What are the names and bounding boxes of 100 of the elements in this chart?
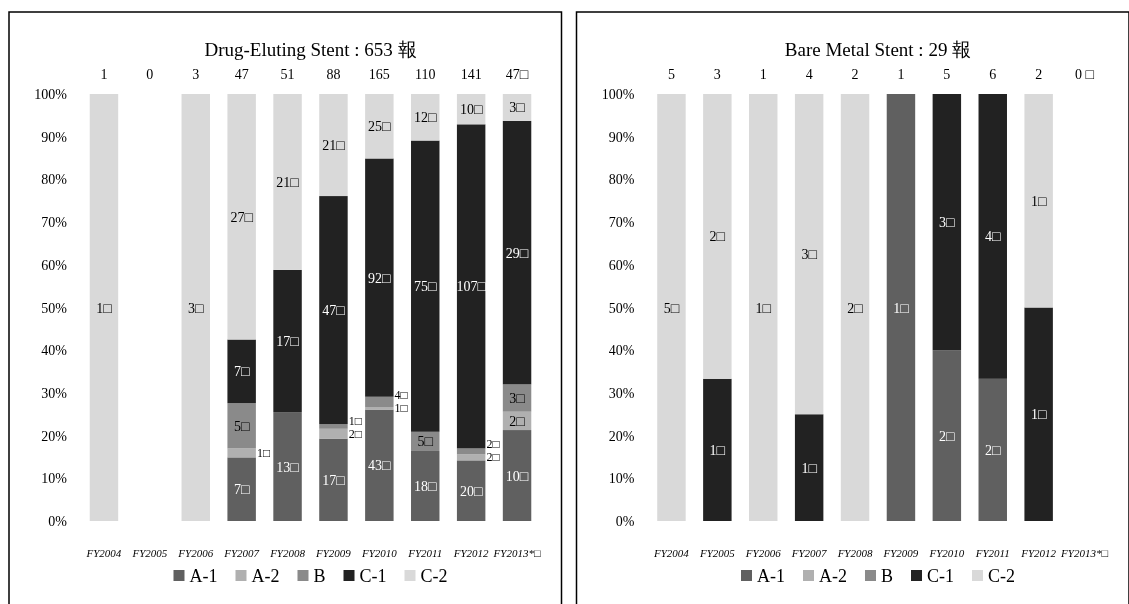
annotation: 21□ <box>276 174 300 190</box>
annotation: 5□ <box>233 418 250 434</box>
text: 165 <box>368 67 390 82</box>
legend-label: C-1 <box>359 566 387 586</box>
annotation: 27□ <box>230 209 254 225</box>
y-tick-label: 50% <box>41 300 68 316</box>
annotation: 47□ <box>322 303 346 319</box>
bar <box>319 428 348 439</box>
bar <box>932 94 962 351</box>
text: 141 <box>460 67 482 82</box>
text: 47 <box>234 67 249 82</box>
y-tick-label: 30% <box>608 385 635 401</box>
annotation: 5□ <box>417 434 434 450</box>
bar <box>703 378 732 521</box>
legend-label: B <box>313 566 326 586</box>
annotation: 1□ <box>893 300 910 316</box>
text: 0 <box>146 67 154 82</box>
x-tick-label: FY2005 <box>698 547 736 559</box>
annotation: 29□ <box>505 245 529 261</box>
annotation: 75□ <box>414 279 438 295</box>
text: 6 <box>989 67 997 82</box>
annotation: 20□ <box>459 483 483 499</box>
text: 1 <box>759 67 767 82</box>
x-tick-label: FY2013*□ <box>492 547 541 559</box>
x-tick-label: FY2010 <box>360 547 398 559</box>
annotation: 5□ <box>663 300 680 316</box>
x-tick-label: FY2008 <box>269 547 306 559</box>
text: 2 <box>851 67 859 82</box>
annotation: 2□ <box>985 442 1002 458</box>
y-tick-label: 50% <box>608 300 635 316</box>
legend-label: C-2 <box>988 566 1016 586</box>
text: 0 □ <box>1075 67 1095 82</box>
annotation: 1□ <box>1030 407 1047 423</box>
y-tick-label: 10% <box>41 471 68 487</box>
bar <box>411 140 440 432</box>
bar <box>703 94 732 379</box>
bar <box>319 196 348 425</box>
annotation: 2□ <box>939 428 956 444</box>
legend-label: A-1 <box>756 566 785 586</box>
x-tick-label: FY2006 <box>177 547 214 559</box>
annotation: 2□ <box>509 413 526 429</box>
annotation: 1□ <box>256 445 271 460</box>
y-tick-label: 40% <box>608 343 635 359</box>
bar <box>932 350 962 521</box>
bar <box>227 448 256 458</box>
x-tick-label: FY2007 <box>223 547 260 559</box>
x-tick-label: FY2012 <box>452 547 490 559</box>
annotation: 2□ <box>486 437 500 452</box>
text: 5 <box>667 67 675 82</box>
y-tick-label: 0% <box>48 514 68 529</box>
bar <box>181 94 210 521</box>
bar <box>227 457 256 521</box>
annotation: 43□ <box>368 458 392 474</box>
annotation: 2□ <box>348 426 362 441</box>
annotation: 1□ <box>755 300 772 316</box>
annotation: 2□ <box>486 450 500 465</box>
x-tick-label: FY2013*□ <box>1060 547 1109 559</box>
y-tick-label: 100% <box>601 87 635 102</box>
annotation: 3□ <box>188 300 205 316</box>
x-tick-label: FY2004 <box>85 547 122 559</box>
bar <box>456 448 486 455</box>
x-tick-label: FY2009 <box>882 547 919 559</box>
annotation: 12□ <box>414 110 438 126</box>
bar <box>273 412 302 521</box>
annotation: 1□ <box>801 460 818 476</box>
annotation: 7□ <box>233 482 250 498</box>
bar <box>502 120 532 385</box>
bar <box>365 409 394 521</box>
text: 5 <box>943 67 951 82</box>
bar <box>319 424 348 429</box>
annotation: 21□ <box>322 138 346 154</box>
bar <box>273 269 302 413</box>
y-tick-label: 100% <box>34 87 68 102</box>
bar <box>840 94 870 521</box>
annotation: 2□ <box>709 229 726 245</box>
x-tick-label: FY2010 <box>928 547 965 559</box>
text: 110 <box>415 67 436 82</box>
y-tick-label: 20% <box>608 428 635 444</box>
bar <box>227 403 256 449</box>
x-tick-label: FY2007 <box>790 547 828 559</box>
annotation: 3□ <box>939 215 956 231</box>
annotation: 18□ <box>414 478 438 494</box>
annotation: 92□ <box>368 270 392 286</box>
bar <box>1024 307 1053 521</box>
bar <box>456 124 486 449</box>
bar <box>657 94 686 521</box>
y-tick-label: 60% <box>608 257 635 273</box>
x-tick-label: FY2011 <box>407 547 443 559</box>
annotation: 1□ <box>709 442 726 458</box>
bar <box>978 94 1007 379</box>
y-tick-label: 0% <box>615 514 635 529</box>
annotation: 13□ <box>276 459 300 475</box>
text: 2 <box>1035 67 1043 82</box>
bar <box>365 406 394 410</box>
chart-title: Drug-Eluting Stent : 653 報 <box>204 39 417 60</box>
bar <box>886 94 916 521</box>
bar <box>411 450 440 521</box>
bar <box>456 460 486 521</box>
text: 51 <box>280 67 295 82</box>
y-tick-label: 90% <box>608 129 635 145</box>
